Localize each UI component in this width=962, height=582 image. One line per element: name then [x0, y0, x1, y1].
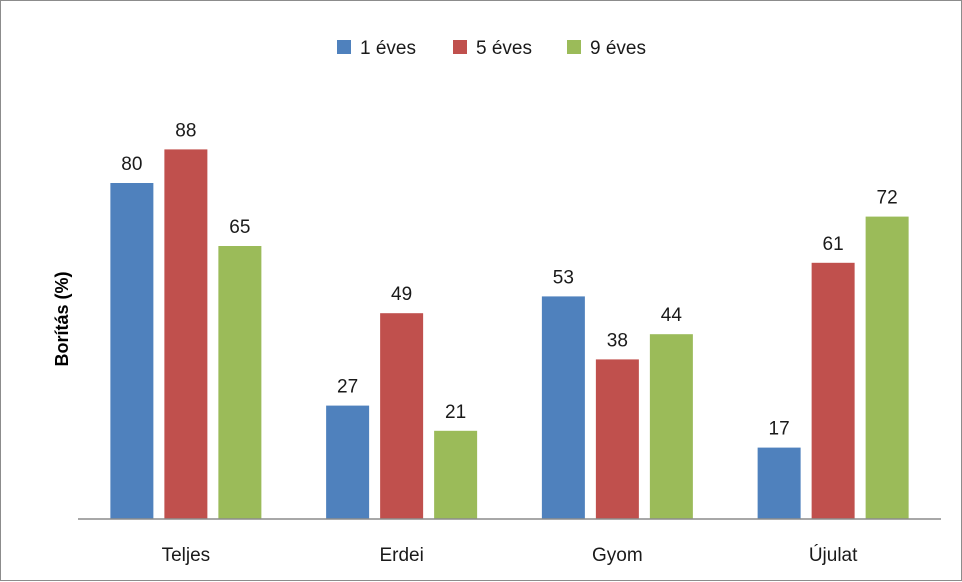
- value-labels: 80 88 65 27 49 21 53 38 44 17 61 72: [121, 120, 897, 439]
- legend-swatch-5-eves: [453, 40, 467, 54]
- bar-ujulat-9-eves: [865, 216, 909, 519]
- bar-teljes-5-eves: [164, 149, 208, 519]
- value-label-erdei-9-eves: 21: [445, 402, 466, 423]
- legend-item-5-eves: 5 éves: [453, 38, 532, 59]
- legend-label-1-eves: 1 éves: [360, 38, 416, 59]
- value-label-teljes-5-eves: 88: [175, 120, 196, 141]
- y-axis-label: Borítás (%): [52, 271, 72, 366]
- x-tick-label-teljes: Teljes: [162, 545, 211, 566]
- bar-erdei-5-eves: [380, 313, 424, 519]
- legend-label-9-eves: 9 éves: [590, 38, 646, 59]
- bar-gyom-5-eves: [595, 359, 639, 519]
- value-label-gyom-5-eves: 38: [607, 330, 628, 351]
- legend-swatch-9-eves: [567, 40, 581, 54]
- value-label-erdei-1-eves: 27: [337, 377, 358, 398]
- bar-gyom-1-eves: [541, 296, 585, 519]
- value-label-ujulat-5-eves: 61: [823, 234, 844, 255]
- x-tick-label-ujulat: Újulat: [809, 544, 858, 566]
- bars: [110, 149, 909, 519]
- value-label-teljes-1-eves: 80: [121, 154, 142, 175]
- value-label-gyom-9-eves: 44: [661, 305, 683, 326]
- x-tick-label-erdei: Erdei: [379, 545, 423, 566]
- value-label-teljes-9-eves: 65: [229, 217, 250, 238]
- legend-swatch-1-eves: [337, 40, 351, 54]
- legend: 1 éves 5 éves 9 éves: [337, 38, 646, 59]
- bar-teljes-1-eves: [110, 183, 154, 519]
- x-tick-label-gyom: Gyom: [592, 545, 643, 566]
- value-label-gyom-1-eves: 53: [553, 267, 574, 288]
- legend-item-1-eves: 1 éves: [337, 38, 416, 59]
- bar-ujulat-5-eves: [811, 262, 855, 519]
- bar-gyom-9-eves: [649, 334, 693, 519]
- value-label-ujulat-1-eves: 17: [769, 419, 790, 440]
- bar-ujulat-1-eves: [757, 447, 801, 519]
- x-tick-labels: Teljes Erdei Gyom Újulat: [162, 544, 859, 566]
- bar-erdei-1-eves: [326, 405, 370, 519]
- bar-erdei-9-eves: [434, 430, 478, 519]
- legend-label-5-eves: 5 éves: [476, 38, 532, 59]
- legend-item-9-eves: 9 éves: [567, 38, 646, 59]
- value-label-ujulat-9-eves: 72: [877, 188, 898, 209]
- bar-teljes-9-eves: [218, 246, 262, 519]
- value-label-erdei-5-eves: 49: [391, 284, 412, 305]
